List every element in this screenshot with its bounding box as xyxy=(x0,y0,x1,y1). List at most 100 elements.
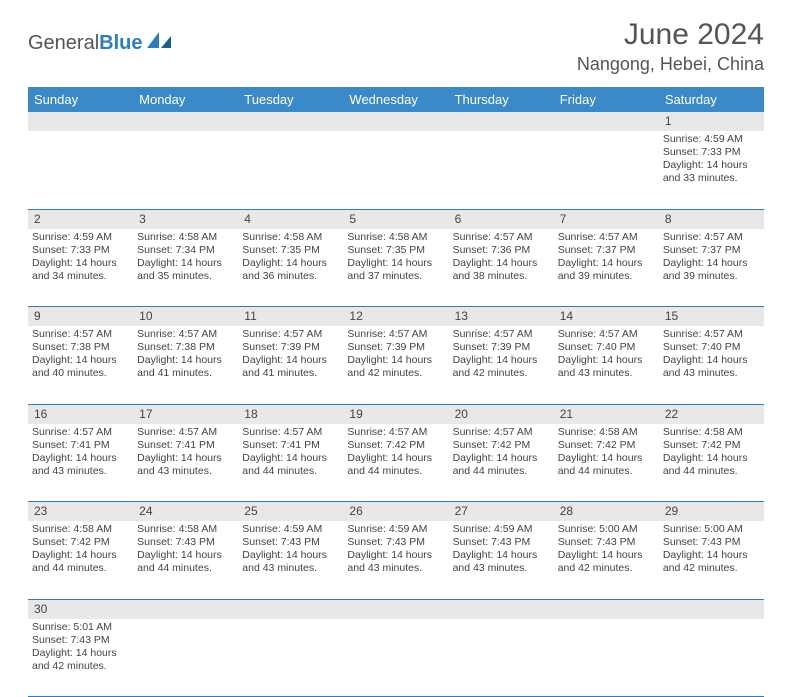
day-number: 11 xyxy=(238,307,343,327)
day-cell: Sunrise: 4:59 AM Sunset: 7:43 PM Dayligh… xyxy=(238,521,343,599)
daynum-row: 9101112131415 xyxy=(28,307,764,327)
week-row: Sunrise: 4:57 AM Sunset: 7:38 PM Dayligh… xyxy=(28,326,764,404)
day-cell xyxy=(28,131,133,209)
day-number: 3 xyxy=(133,209,238,229)
day-number: 15 xyxy=(659,307,764,327)
calendar-table: Sunday Monday Tuesday Wednesday Thursday… xyxy=(28,87,764,697)
day-cell: Sunrise: 4:58 AM Sunset: 7:43 PM Dayligh… xyxy=(133,521,238,599)
day-cell: Sunrise: 4:59 AM Sunset: 7:43 PM Dayligh… xyxy=(343,521,448,599)
day-cell: Sunrise: 4:57 AM Sunset: 7:37 PM Dayligh… xyxy=(659,229,764,307)
day-number xyxy=(238,599,343,619)
day-details: Sunrise: 5:00 AM Sunset: 7:43 PM Dayligh… xyxy=(558,523,655,576)
day-cell: Sunrise: 4:57 AM Sunset: 7:40 PM Dayligh… xyxy=(554,326,659,404)
day-number xyxy=(238,112,343,131)
day-cell: Sunrise: 4:57 AM Sunset: 7:40 PM Dayligh… xyxy=(659,326,764,404)
day-number xyxy=(449,112,554,131)
week-row: Sunrise: 4:58 AM Sunset: 7:42 PM Dayligh… xyxy=(28,521,764,599)
day-cell: Sunrise: 4:57 AM Sunset: 7:42 PM Dayligh… xyxy=(449,424,554,502)
day-number: 9 xyxy=(28,307,133,327)
location: Nangong, Hebei, China xyxy=(577,54,764,75)
day-number: 14 xyxy=(554,307,659,327)
day-number: 19 xyxy=(343,404,448,424)
day-cell: Sunrise: 4:58 AM Sunset: 7:35 PM Dayligh… xyxy=(238,229,343,307)
day-details: Sunrise: 4:58 AM Sunset: 7:42 PM Dayligh… xyxy=(663,426,760,479)
day-cell: Sunrise: 4:57 AM Sunset: 7:41 PM Dayligh… xyxy=(238,424,343,502)
weekday-header: Sunday xyxy=(28,87,133,112)
day-number: 10 xyxy=(133,307,238,327)
day-cell xyxy=(449,619,554,697)
day-details: Sunrise: 4:58 AM Sunset: 7:42 PM Dayligh… xyxy=(32,523,129,576)
day-details: Sunrise: 4:57 AM Sunset: 7:40 PM Dayligh… xyxy=(663,328,760,381)
day-details: Sunrise: 4:57 AM Sunset: 7:37 PM Dayligh… xyxy=(558,231,655,284)
day-details: Sunrise: 4:59 AM Sunset: 7:33 PM Dayligh… xyxy=(663,133,760,186)
day-cell xyxy=(133,619,238,697)
day-details: Sunrise: 4:58 AM Sunset: 7:35 PM Dayligh… xyxy=(347,231,444,284)
day-details: Sunrise: 4:57 AM Sunset: 7:38 PM Dayligh… xyxy=(32,328,129,381)
day-cell: Sunrise: 4:58 AM Sunset: 7:42 PM Dayligh… xyxy=(554,424,659,502)
day-cell: Sunrise: 4:58 AM Sunset: 7:34 PM Dayligh… xyxy=(133,229,238,307)
day-details: Sunrise: 4:58 AM Sunset: 7:35 PM Dayligh… xyxy=(242,231,339,284)
day-details: Sunrise: 4:57 AM Sunset: 7:42 PM Dayligh… xyxy=(347,426,444,479)
weekday-header: Wednesday xyxy=(343,87,448,112)
day-number xyxy=(659,599,764,619)
day-number: 26 xyxy=(343,502,448,522)
day-details: Sunrise: 4:58 AM Sunset: 7:43 PM Dayligh… xyxy=(137,523,234,576)
day-cell: Sunrise: 4:57 AM Sunset: 7:39 PM Dayligh… xyxy=(343,326,448,404)
day-details: Sunrise: 4:58 AM Sunset: 7:34 PM Dayligh… xyxy=(137,231,234,284)
day-details: Sunrise: 4:57 AM Sunset: 7:41 PM Dayligh… xyxy=(32,426,129,479)
day-cell: Sunrise: 4:59 AM Sunset: 7:33 PM Dayligh… xyxy=(28,229,133,307)
day-number: 25 xyxy=(238,502,343,522)
day-number xyxy=(554,599,659,619)
logo-part1: General xyxy=(28,32,99,54)
day-cell xyxy=(554,131,659,209)
logo-part2: Blue xyxy=(99,32,142,54)
day-details: Sunrise: 4:59 AM Sunset: 7:43 PM Dayligh… xyxy=(242,523,339,576)
daynum-row: 23242526272829 xyxy=(28,502,764,522)
day-details: Sunrise: 4:57 AM Sunset: 7:36 PM Dayligh… xyxy=(453,231,550,284)
sail-icon xyxy=(145,30,173,57)
week-row: Sunrise: 4:59 AM Sunset: 7:33 PM Dayligh… xyxy=(28,229,764,307)
weekday-header: Tuesday xyxy=(238,87,343,112)
day-number xyxy=(554,112,659,131)
day-cell: Sunrise: 4:57 AM Sunset: 7:41 PM Dayligh… xyxy=(28,424,133,502)
day-cell xyxy=(238,619,343,697)
day-number: 24 xyxy=(133,502,238,522)
day-cell xyxy=(449,131,554,209)
day-details: Sunrise: 5:00 AM Sunset: 7:43 PM Dayligh… xyxy=(663,523,760,576)
day-number: 7 xyxy=(554,209,659,229)
weekday-header: Monday xyxy=(133,87,238,112)
day-number: 27 xyxy=(449,502,554,522)
day-cell: Sunrise: 4:57 AM Sunset: 7:37 PM Dayligh… xyxy=(554,229,659,307)
header: GeneralBlue June 2024 Nangong, Hebei, Ch… xyxy=(0,0,792,81)
day-details: Sunrise: 4:57 AM Sunset: 7:39 PM Dayligh… xyxy=(347,328,444,381)
month-title: June 2024 xyxy=(577,18,764,52)
day-number: 2 xyxy=(28,209,133,229)
day-number: 5 xyxy=(343,209,448,229)
title-block: June 2024 Nangong, Hebei, China xyxy=(577,18,764,75)
weekday-header: Thursday xyxy=(449,87,554,112)
day-number: 28 xyxy=(554,502,659,522)
weekday-header-row: Sunday Monday Tuesday Wednesday Thursday… xyxy=(28,87,764,112)
day-number: 6 xyxy=(449,209,554,229)
daynum-row: 2345678 xyxy=(28,209,764,229)
weekday-header: Friday xyxy=(554,87,659,112)
day-cell: Sunrise: 5:00 AM Sunset: 7:43 PM Dayligh… xyxy=(554,521,659,599)
day-details: Sunrise: 4:59 AM Sunset: 7:33 PM Dayligh… xyxy=(32,231,129,284)
day-details: Sunrise: 4:57 AM Sunset: 7:41 PM Dayligh… xyxy=(242,426,339,479)
day-number xyxy=(28,112,133,131)
day-number: 13 xyxy=(449,307,554,327)
day-number xyxy=(343,112,448,131)
day-number xyxy=(449,599,554,619)
day-details: Sunrise: 4:57 AM Sunset: 7:41 PM Dayligh… xyxy=(137,426,234,479)
day-details: Sunrise: 4:57 AM Sunset: 7:38 PM Dayligh… xyxy=(137,328,234,381)
logo-text: GeneralBlue xyxy=(28,32,143,55)
week-row: Sunrise: 4:59 AM Sunset: 7:33 PM Dayligh… xyxy=(28,131,764,209)
day-cell: Sunrise: 4:58 AM Sunset: 7:42 PM Dayligh… xyxy=(659,424,764,502)
day-cell: Sunrise: 4:59 AM Sunset: 7:33 PM Dayligh… xyxy=(659,131,764,209)
daynum-row: 1 xyxy=(28,112,764,131)
day-details: Sunrise: 4:57 AM Sunset: 7:37 PM Dayligh… xyxy=(663,231,760,284)
day-number: 30 xyxy=(28,599,133,619)
day-number: 18 xyxy=(238,404,343,424)
day-details: Sunrise: 4:59 AM Sunset: 7:43 PM Dayligh… xyxy=(453,523,550,576)
day-cell: Sunrise: 4:58 AM Sunset: 7:42 PM Dayligh… xyxy=(28,521,133,599)
